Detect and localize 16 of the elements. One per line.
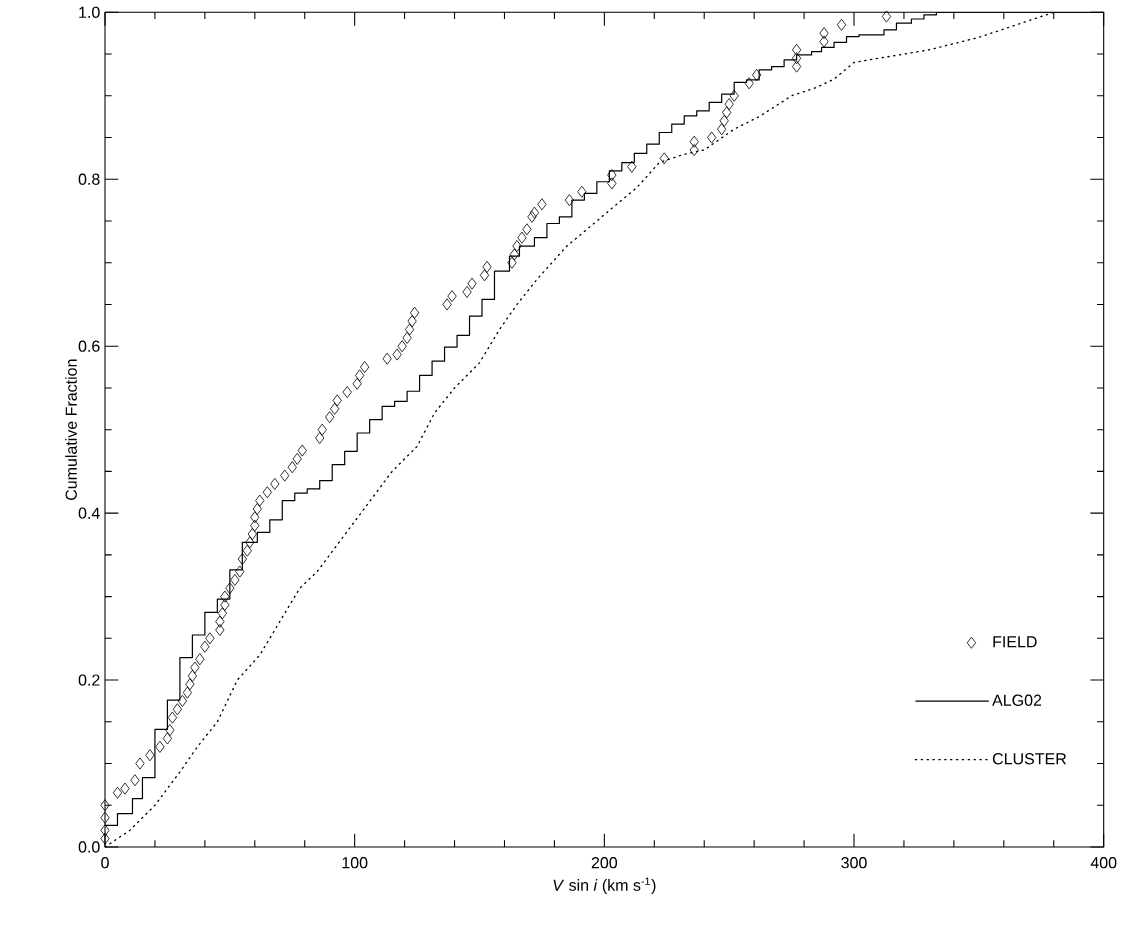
y-tick-label: 0.0 xyxy=(78,841,100,853)
legend-label: FIELD xyxy=(993,636,1037,648)
x-tick-label: 0 xyxy=(101,857,109,869)
y-tick-label: 0.8 xyxy=(78,173,100,185)
x-tick-label: 400 xyxy=(1090,857,1117,869)
y-tick-label: 0.2 xyxy=(78,674,100,686)
y-tick-label: 1.0 xyxy=(79,6,100,18)
x-axis-title: V sin i (km s$^{-1}$) xyxy=(553,877,656,894)
x-tick-label: 200 xyxy=(591,857,618,869)
legend-label: CLUSTER xyxy=(992,753,1067,765)
y-axis-title: Cumulative Fraction xyxy=(65,359,77,500)
x-tick-label: 100 xyxy=(342,857,368,869)
y-tick-label: 0.4 xyxy=(78,507,100,519)
y-tick-label: 0.6 xyxy=(78,340,100,352)
legend-label: ALG02 xyxy=(992,694,1042,706)
x-tick-label: 300 xyxy=(841,857,867,869)
